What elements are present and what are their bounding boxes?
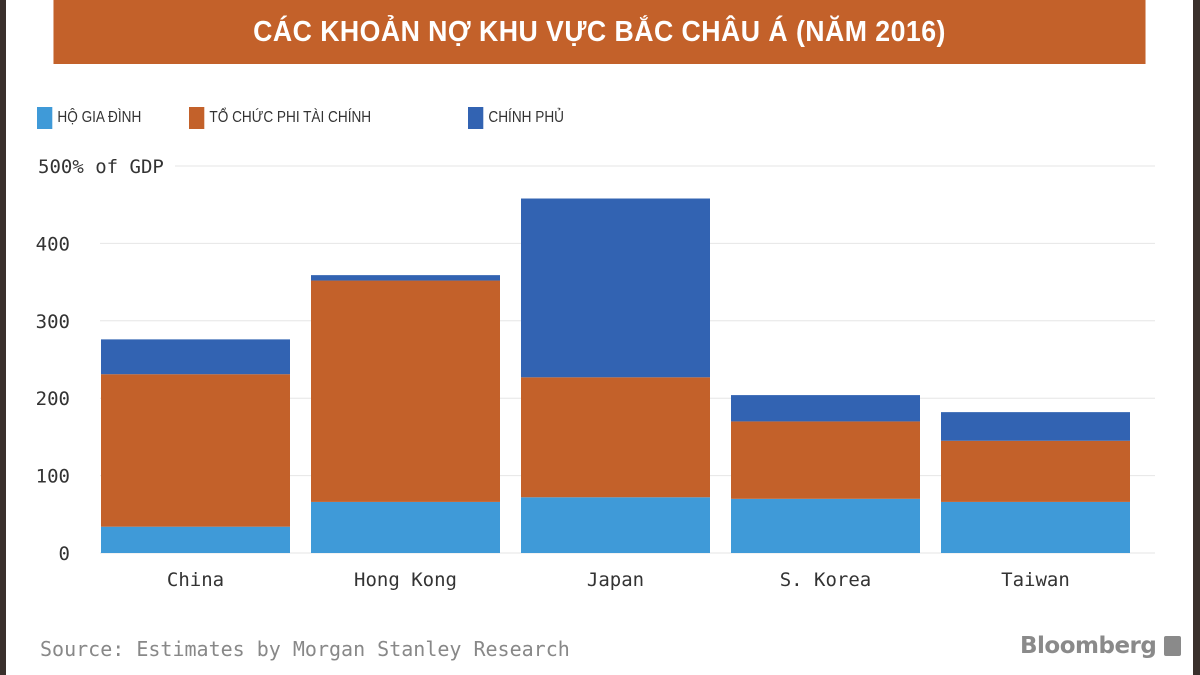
y-tick-label: 200 (36, 388, 70, 410)
bar-china-series-0 (101, 526, 290, 553)
y-tick-label: 0 (59, 543, 70, 565)
bar-taiwan-series-0 (941, 501, 1130, 553)
x-tick-label: China (167, 569, 224, 591)
bar-china-series-1 (101, 374, 290, 527)
legend-swatch (189, 107, 205, 129)
x-tick-label: S. Korea (780, 569, 872, 591)
bar-china-series-2 (101, 339, 290, 375)
source-note: Source: Estimates by Morgan Stanley Rese… (40, 637, 570, 661)
bar-japan-series-1 (521, 377, 710, 498)
bar-hong-kong-series-1 (311, 280, 500, 502)
bar-taiwan-series-1 (941, 440, 1130, 502)
bloomberg-logo: Bloomberg (1020, 633, 1182, 659)
legend-nonfinancial: TỔ CHỨC PHI TÀI CHÍNH (189, 107, 371, 129)
bar-hong-kong-series-0 (311, 501, 500, 553)
legend-swatch (37, 107, 53, 129)
bar-s-korea-series-0 (731, 498, 920, 553)
x-tick-label: Hong Kong (354, 569, 457, 591)
x-tick-label: Taiwan (1001, 569, 1070, 591)
legend-label: HỘ GIA ĐÌNH (57, 109, 142, 126)
bar-taiwan-series-2 (941, 412, 1130, 441)
chart-frame: CÁC KHOẢN NỢ KHU VỰC BẮC CHÂU Á (NĂM 201… (6, 0, 1193, 675)
y-tick-label: 100 (36, 466, 70, 488)
x-tick-label: Japan (587, 569, 644, 591)
bar-japan-series-0 (521, 497, 710, 553)
legend-label: CHÍNH PHỦ (488, 109, 564, 126)
chart-icon (1164, 636, 1182, 656)
logo-text: Bloomberg (1020, 633, 1157, 659)
bar-s-korea-series-1 (731, 421, 920, 499)
y-tick-label: 300 (36, 311, 70, 333)
bar-hong-kong-series-2 (311, 275, 500, 281)
legend-label: TỔ CHỨC PHI TÀI CHÍNH (209, 109, 372, 126)
chart-title: CÁC KHOẢN NỢ KHU VỰC BẮC CHÂU Á (NĂM 201… (53, 0, 1146, 64)
legend-household: HỘ GIA ĐÌNH (37, 107, 141, 129)
bar-japan-series-2 (521, 198, 710, 378)
y-tick-label: 400 (36, 233, 70, 255)
legend-government: CHÍNH PHỦ (468, 107, 564, 129)
legend-swatch (468, 107, 484, 129)
bar-s-korea-series-2 (731, 395, 920, 422)
y-axis-label: 500% of GDP (38, 156, 164, 178)
